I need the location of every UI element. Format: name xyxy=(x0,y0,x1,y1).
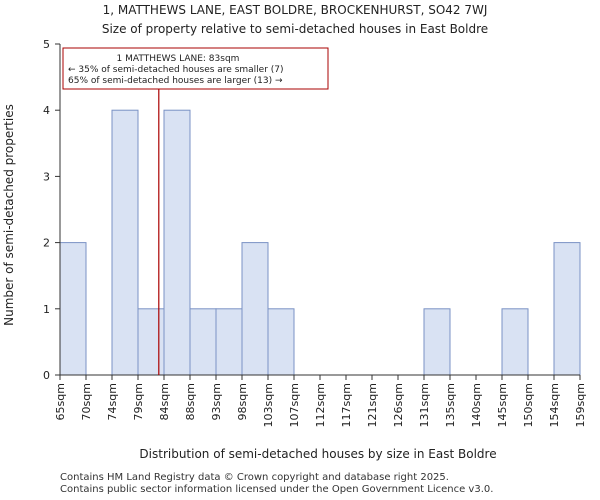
y-tick-label: 1 xyxy=(43,303,50,316)
x-tick-label: 84sqm xyxy=(158,383,171,420)
x-tick-label: 131sqm xyxy=(418,383,431,427)
annotation-line-3: 65% of semi-detached houses are larger (… xyxy=(68,76,283,86)
bar-79sqm xyxy=(137,308,165,376)
y-tick-label: 4 xyxy=(43,104,50,117)
bar-65sqm xyxy=(59,242,87,376)
x-tick-label: 112sqm xyxy=(314,383,327,427)
x-tick-label: 145sqm xyxy=(496,383,509,427)
x-tick-label: 117sqm xyxy=(340,383,353,427)
y-tick-label: 3 xyxy=(43,170,50,183)
bar-88sqm xyxy=(189,308,217,376)
x-tick-label: 65sqm xyxy=(54,383,67,420)
bar-74sqm xyxy=(111,109,139,376)
y-axis: 0 1 2 3 4 5 xyxy=(43,38,60,382)
x-tick-label: 103sqm xyxy=(262,383,275,427)
x-tick-label: 93sqm xyxy=(210,383,223,420)
bar-84sqm xyxy=(163,109,191,376)
bar-154sqm xyxy=(553,242,581,376)
x-tick-label: 126sqm xyxy=(392,383,405,427)
bars-group xyxy=(59,109,581,376)
x-tick-label: 88sqm xyxy=(184,383,197,420)
x-tick-label: 98sqm xyxy=(236,383,249,420)
bar-145sqm xyxy=(501,308,529,376)
bar-93sqm xyxy=(215,308,243,376)
annotation-line-1: 1 MATTHEWS LANE: 83sqm xyxy=(117,54,240,64)
x-tick-label: 154sqm xyxy=(548,383,561,427)
x-axis: 65sqm 70sqm 74sqm 79sqm 84sqm 88sqm 93sqm 98sqm… xyxy=(54,375,587,427)
y-tick-label: 5 xyxy=(43,38,50,51)
annotation-line-2: ← 35% of semi-detached houses are smalle… xyxy=(68,65,284,75)
footer-licence: Contains public sector information licen… xyxy=(60,484,494,495)
bar-98sqm xyxy=(241,242,269,376)
y-axis-label: Number of semi-detached properties xyxy=(2,104,16,326)
footer-copyright: Contains HM Land Registry data © Crown c… xyxy=(60,472,449,483)
x-tick-label: 70sqm xyxy=(80,383,93,420)
x-tick-label: 159sqm xyxy=(574,383,587,427)
x-tick-label: 150sqm xyxy=(522,383,535,427)
x-tick-label: 79sqm xyxy=(132,383,145,420)
y-tick-label: 0 xyxy=(43,369,50,382)
y-tick-label: 2 xyxy=(43,237,50,250)
chart-title: 1, MATTHEWS LANE, EAST BOLDRE, BROCKENHU… xyxy=(103,3,488,17)
x-axis-label: Distribution of semi-detached houses by … xyxy=(139,447,496,461)
annotation-box: 1 MATTHEWS LANE: 83sqm ← 35% of semi-det… xyxy=(62,47,329,90)
x-tick-label: 135sqm xyxy=(444,383,457,427)
x-tick-label: 107sqm xyxy=(288,383,301,427)
x-tick-label: 140sqm xyxy=(470,383,483,427)
bar-103sqm xyxy=(267,308,295,376)
chart-subtitle: Size of property relative to semi-detach… xyxy=(102,22,488,36)
x-tick-label: 121sqm xyxy=(366,383,379,427)
x-tick-label: 74sqm xyxy=(106,383,119,420)
bar-131sqm xyxy=(423,308,451,376)
